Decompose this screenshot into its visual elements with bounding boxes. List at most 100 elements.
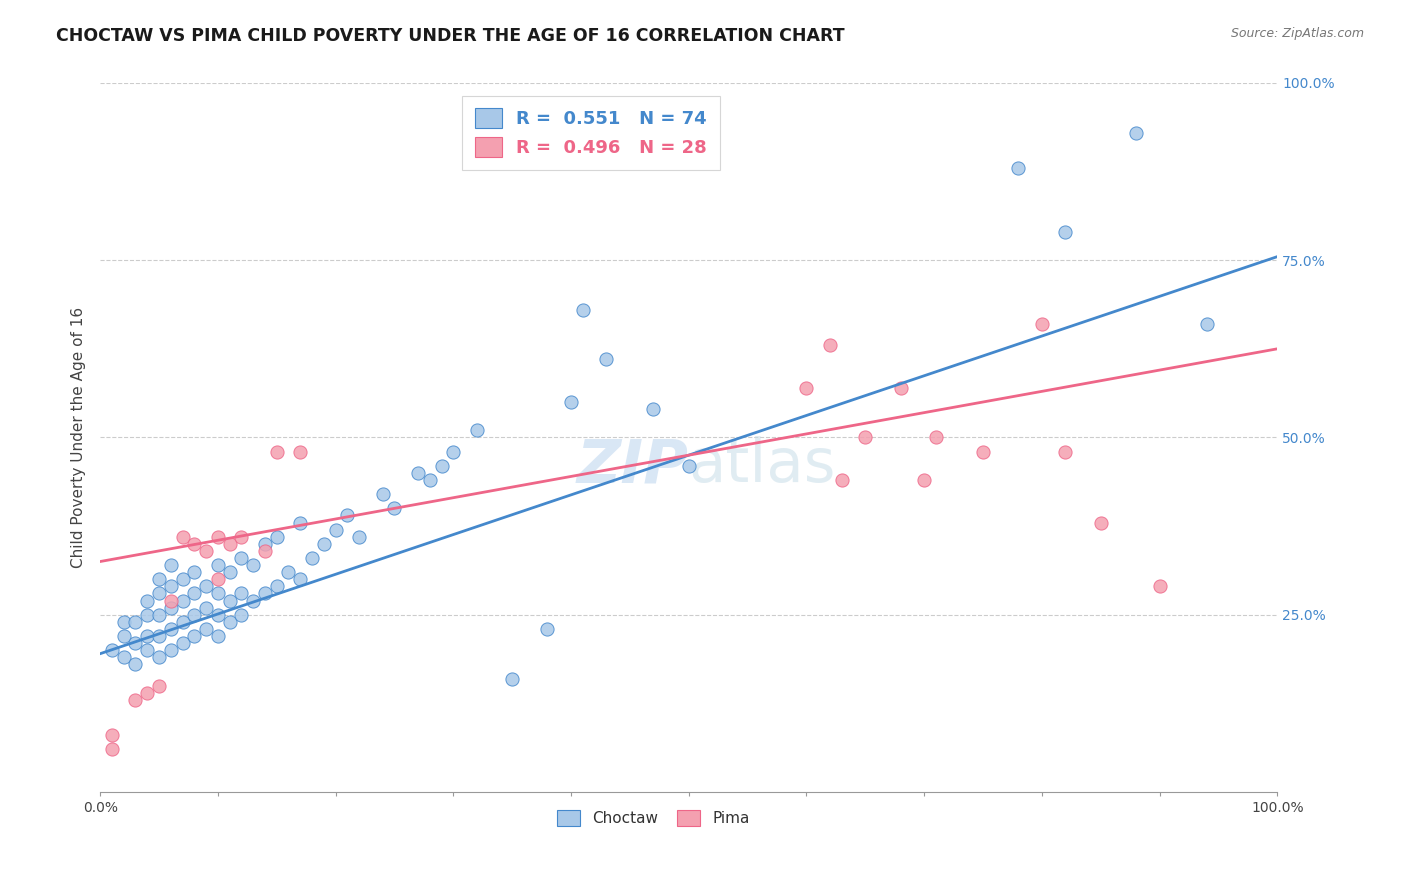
Point (818, 338, 841, 352)
Point (336, 508, 359, 523)
Point (183, 607, 205, 622)
Point (195, 600, 218, 615)
Point (890, 381, 912, 395)
Point (266, 530, 288, 544)
Point (207, 572, 229, 586)
Y-axis label: Child Poverty Under the Age of 16: Child Poverty Under the Age of 16 (72, 307, 86, 568)
Point (148, 586, 170, 600)
Point (441, 444, 464, 458)
Point (1125, 126, 1147, 140)
Point (159, 643, 181, 657)
Point (207, 607, 229, 622)
Point (101, 643, 124, 657)
Point (384, 501, 406, 516)
Point (207, 629, 229, 643)
Point (124, 636, 146, 650)
Point (231, 530, 253, 544)
Point (148, 679, 170, 693)
Point (195, 579, 218, 593)
Point (159, 593, 181, 607)
Point (853, 430, 876, 444)
Point (112, 615, 135, 629)
Point (218, 593, 240, 607)
Point (595, 352, 617, 367)
Point (218, 615, 240, 629)
Point (266, 579, 288, 593)
Point (112, 629, 135, 643)
Point (195, 622, 218, 636)
Point (183, 629, 205, 643)
Point (430, 458, 453, 473)
Point (159, 622, 181, 636)
Point (172, 615, 194, 629)
Point (172, 572, 194, 586)
Point (465, 423, 488, 437)
Point (183, 537, 205, 551)
Point (148, 650, 170, 665)
Point (218, 565, 240, 579)
Point (101, 742, 124, 756)
Point (571, 302, 593, 317)
Point (159, 558, 181, 572)
Point (678, 458, 700, 473)
Legend: Choctaw, Pima: Choctaw, Pima (550, 802, 756, 834)
Point (101, 728, 124, 742)
Point (195, 544, 218, 558)
Point (266, 444, 288, 458)
Point (172, 636, 194, 650)
Point (501, 672, 523, 686)
Point (1195, 317, 1218, 331)
Text: ZIP: ZIP (576, 436, 689, 495)
Point (419, 473, 441, 487)
Point (253, 544, 276, 558)
Point (136, 607, 159, 622)
Point (371, 487, 394, 501)
Point (218, 537, 240, 551)
Point (253, 537, 276, 551)
Point (172, 593, 194, 607)
Point (207, 530, 229, 544)
Text: atlas: atlas (689, 436, 837, 495)
Point (560, 395, 582, 409)
Point (290, 572, 312, 586)
Point (207, 558, 229, 572)
Point (253, 586, 276, 600)
Point (536, 622, 558, 636)
Point (312, 537, 335, 551)
Point (148, 629, 170, 643)
Point (290, 516, 312, 530)
Point (325, 523, 347, 537)
Point (1054, 444, 1077, 458)
Point (925, 430, 948, 444)
Point (136, 686, 159, 700)
Point (207, 586, 229, 600)
Point (148, 607, 170, 622)
Point (290, 444, 312, 458)
Point (172, 530, 194, 544)
Point (242, 558, 264, 572)
Point (148, 572, 170, 586)
Point (796, 381, 818, 395)
Point (831, 473, 853, 487)
Text: CHOCTAW VS PIMA CHILD POVERTY UNDER THE AGE OF 16 CORRELATION CHART: CHOCTAW VS PIMA CHILD POVERTY UNDER THE … (56, 27, 845, 45)
Point (1149, 579, 1171, 593)
Point (277, 565, 299, 579)
Text: Source: ZipAtlas.com: Source: ZipAtlas.com (1230, 27, 1364, 40)
Point (124, 693, 146, 707)
Point (136, 629, 159, 643)
Point (183, 586, 205, 600)
Point (406, 466, 429, 480)
Point (1054, 225, 1077, 239)
Point (231, 586, 253, 600)
Point (112, 650, 135, 665)
Point (912, 473, 935, 487)
Point (1007, 161, 1029, 175)
Point (242, 593, 264, 607)
Point (124, 615, 146, 629)
Point (301, 551, 323, 566)
Point (347, 530, 370, 544)
Point (159, 579, 181, 593)
Point (1031, 317, 1053, 331)
Point (183, 565, 205, 579)
Point (124, 657, 146, 672)
